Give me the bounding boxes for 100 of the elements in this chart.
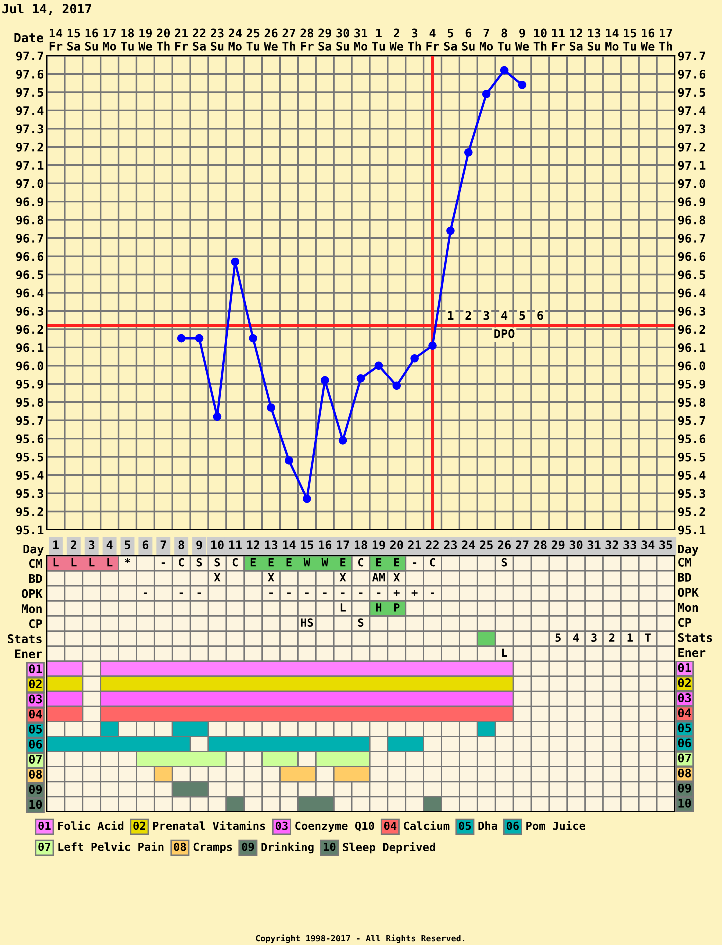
x-tick-label: 6 Su (462, 28, 475, 51)
y-tick-label: 96.5 (16, 270, 44, 280)
x-tick-label: 16 (319, 540, 332, 550)
text: 1 (628, 634, 633, 642)
x-tick-label: 12 Sa (570, 28, 583, 51)
x-tick-label: 17 Th (659, 28, 672, 51)
y-tick-label: 95.3 (16, 489, 44, 498)
y-tick-label: 97.4 (16, 106, 44, 116)
text: - (431, 592, 434, 594)
text: X (340, 574, 346, 582)
text: - (288, 592, 291, 594)
text: E (250, 558, 256, 567)
x-tick-label: 9 (196, 540, 202, 550)
y-tick-label: 97.3 (16, 124, 44, 134)
y-tick-label: 97.1 (16, 161, 44, 170)
y-tick-label: CP (678, 618, 692, 628)
text: L (108, 558, 113, 567)
x-tick-label: 15 Tu (624, 28, 636, 51)
y-tick-label: 08 (678, 768, 692, 778)
x-tick-label: 1 Tu (372, 28, 386, 51)
y-tick-label: 96.7 (16, 234, 44, 244)
x-tick-label: 29 Sa (318, 28, 332, 51)
category-label: 05 (459, 822, 472, 830)
text: Cramps (194, 842, 232, 854)
text: L (54, 558, 59, 567)
x-tick-label: 21 Fr (175, 28, 188, 51)
text: S (196, 558, 202, 567)
x-tick-label: 10 Th (534, 28, 547, 51)
y-tick-label: 97.0 (16, 179, 44, 188)
text: C (179, 558, 184, 567)
category-label: 07 (38, 842, 51, 852)
x-tick-label: 30 (570, 540, 583, 550)
x-tick-label: 2 (71, 540, 76, 550)
text: Drinking (262, 842, 314, 854)
x-tick-label: 3 (89, 540, 95, 550)
y-tick-label: 96.8 (16, 216, 44, 225)
annotation: 6 (538, 311, 544, 320)
x-tick-label: 18 Tu (121, 28, 134, 51)
text: X (394, 574, 400, 582)
x-tick-label: 23 (444, 540, 458, 550)
x-tick-label: 15 (301, 540, 314, 550)
y-tick-label: 04 (678, 708, 692, 718)
x-tick-label: 14 Mo (606, 28, 619, 51)
x-tick-label: 14 (283, 540, 296, 550)
text: Folic Acid (58, 821, 124, 830)
category-label: 08 (174, 842, 186, 852)
x-axis-title: Date (14, 33, 44, 43)
x-tick-label: 31 Mo (354, 28, 368, 51)
y-tick-label: 95.5 (16, 452, 44, 462)
x-tick-label: 27 (516, 540, 529, 550)
text: S (214, 558, 220, 567)
x-axis-title: Day (24, 544, 44, 556)
y-tick-label: Ener (678, 648, 706, 658)
x-tick-label: 28 Fr (300, 28, 314, 51)
text: + (412, 590, 418, 596)
text: - (270, 592, 273, 594)
text: - (162, 562, 166, 564)
x-tick-label: 17 (337, 540, 350, 550)
x-tick-label: 11 Fr (552, 28, 566, 51)
y-tick-label: 06 (678, 738, 692, 748)
x-tick-label: 33 (624, 540, 636, 550)
y-tick-label: 95.4 (16, 471, 44, 480)
text: E (286, 558, 292, 567)
text: H (376, 604, 382, 612)
text: AM (372, 574, 386, 582)
y-tick-label: 95.8 (16, 398, 44, 408)
x-tick-label: 2 We (390, 28, 404, 51)
x-tick-label: 16 We (640, 28, 655, 51)
text: W (304, 558, 311, 567)
category-label: 03 (276, 822, 288, 830)
text: - (323, 592, 327, 594)
text: E (268, 558, 274, 567)
text: Dha (478, 822, 498, 830)
y-tick-label: 95.7 (16, 416, 44, 426)
text: - (377, 592, 381, 594)
y-tick-label: 97.5 (16, 88, 44, 98)
text: - (198, 592, 202, 594)
y-tick-label: 95.1 (16, 526, 44, 535)
x-tick-label: 31 (588, 540, 601, 550)
y-tick-label: 96.3 (16, 306, 44, 316)
y-tick-label: 95.9 (16, 380, 44, 389)
y-tick-label: 02 (678, 678, 691, 688)
x-tick-label: 8 (178, 540, 184, 550)
text: + (394, 590, 400, 596)
text: C (232, 558, 238, 567)
y-tick-label: 96.0 (16, 362, 44, 371)
x-tick-label: 18 (354, 540, 368, 550)
text: HS (301, 618, 314, 627)
x-tick-label: 11 (229, 540, 242, 550)
text: E (340, 558, 346, 567)
x-tick-label: 14 Fr (50, 28, 63, 51)
x-tick-label: 4 Fr (426, 28, 440, 51)
y-tick-label: 95.2 (16, 507, 44, 516)
x-tick-label: 1 (54, 540, 59, 550)
x-tick-label: 22 (426, 540, 439, 550)
x-tick-label: 24 (462, 540, 476, 550)
text: - (359, 592, 363, 594)
x-tick-label: 15 Sa (68, 28, 80, 51)
annotation: 3 (484, 311, 490, 320)
y-tick-label: CM (678, 558, 692, 567)
